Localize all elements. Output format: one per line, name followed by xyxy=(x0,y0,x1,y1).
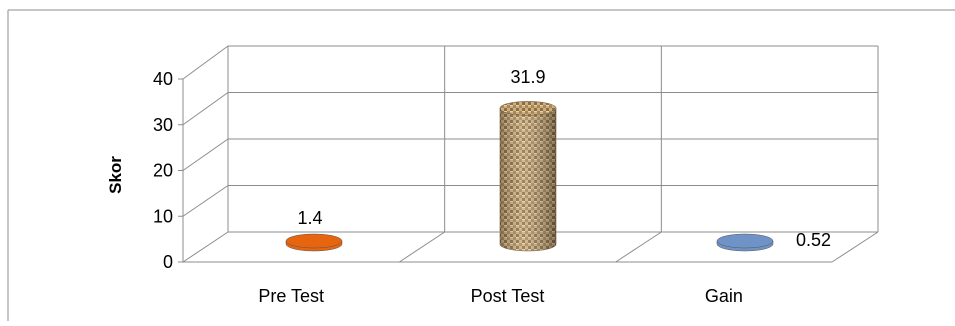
y-axis: 0 10 20 30 40 xyxy=(153,69,184,272)
bar-top xyxy=(285,233,343,249)
gridline-side xyxy=(182,231,229,263)
bar-gain xyxy=(716,233,774,252)
floor-divider xyxy=(615,231,662,263)
floor-right-edge xyxy=(831,231,879,263)
bar-top xyxy=(716,233,774,249)
bar-shading xyxy=(500,108,556,251)
y-tick-label: 10 xyxy=(153,206,173,226)
y-tick-label: 20 xyxy=(153,161,173,181)
bar-post-test xyxy=(499,101,557,252)
data-label: 1.4 xyxy=(297,208,322,228)
y-tick-label: 0 xyxy=(163,252,173,272)
x-tick-label: Gain xyxy=(705,286,743,306)
x-axis: Pre Test Post Test Gain xyxy=(258,286,743,306)
data-label: 0.52 xyxy=(796,230,831,250)
y-tick-label: 40 xyxy=(153,69,173,89)
x-tick-label: Post Test xyxy=(471,286,545,306)
bars: 1.4 31.9 0.52 xyxy=(285,67,831,252)
y-tick-label: 30 xyxy=(153,115,173,135)
gridline-side xyxy=(182,45,229,80)
floor-divider xyxy=(399,231,445,263)
gridline-side xyxy=(182,138,229,171)
x-tick-label: Pre Test xyxy=(258,286,324,306)
bar-pre-test xyxy=(285,233,343,252)
bar-top xyxy=(499,101,557,116)
data-label: 31.9 xyxy=(510,67,545,87)
gridline-side xyxy=(182,92,229,126)
y-axis-title: Skor xyxy=(106,156,125,194)
gridline-side xyxy=(182,185,229,217)
